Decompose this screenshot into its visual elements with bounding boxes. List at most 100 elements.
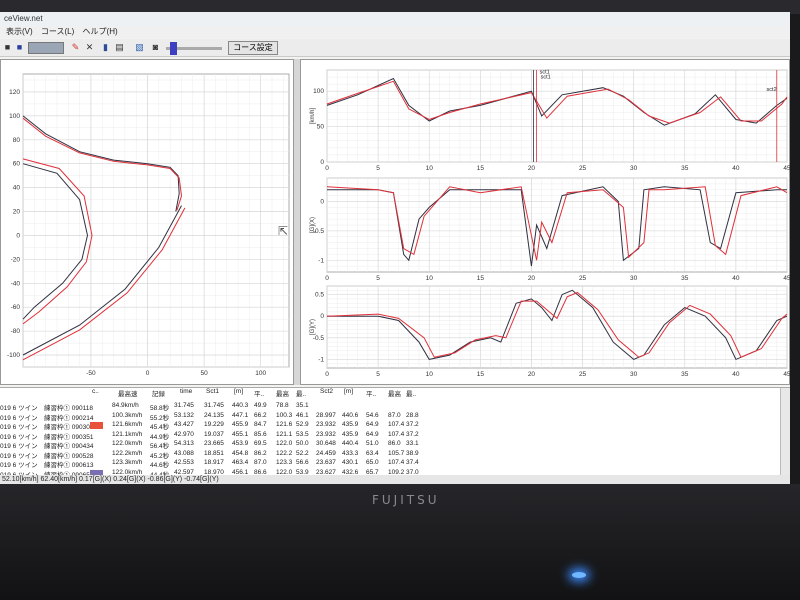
track-map-panel[interactable]: -50 0 50 100 -100 -80 -60 -40 -20 0 20 40 60 80 100 120 <box>0 59 294 385</box>
y-tick-label: -0.5 <box>313 228 325 235</box>
series-line <box>326 291 788 358</box>
table-cell: 456.1 <box>232 468 249 476</box>
table-cell: 45.2秒 <box>150 452 170 460</box>
panel-splitter[interactable] <box>294 59 300 385</box>
table-cell: 54.313 <box>174 440 194 447</box>
table-row[interactable]: 019 6 ツイン 練習枠① 090613 123.3km/h 44.6秒 42.553… <box>0 459 780 469</box>
table-cell: 53.132 <box>174 411 194 419</box>
x-tick-label: 35 <box>681 371 689 378</box>
column-header[interactable]: 最.. <box>406 391 417 398</box>
table-row[interactable]: 019 6 ツイン 練習枠① 090351 121.1km/h 44.9秒 42.970… <box>0 431 780 441</box>
y-tick-label: 120 <box>9 89 20 96</box>
track-map-chart[interactable]: -50 0 50 100 -100 -80 -60 -40 -20 0 20 40 60 80 100 120 <box>1 60 295 386</box>
menu-course[interactable]: ヘルプ(H) <box>82 27 118 36</box>
y-tick-label: -0.5 <box>313 335 325 342</box>
lap-selector[interactable] <box>28 42 64 54</box>
x-tick-label: 0 <box>325 371 329 378</box>
column-header[interactable]: Sct1 <box>206 388 220 395</box>
sector-label: sct2 <box>767 87 777 93</box>
window-title: ceView.net <box>0 12 790 26</box>
export-icon[interactable]: ▤ <box>115 42 124 52</box>
app-window: ceView.net 表示(V) コース(L) ヘルプ(H) ■ ■ ✎ ✕ ▮… <box>0 12 790 484</box>
table-cell: 35.1 <box>296 402 309 409</box>
table-row[interactable]: 019 6 ツイン 練習枠① 090118 84.9km/h 58.8秒 31.745 3… <box>0 402 780 412</box>
column-header[interactable]: 最高 <box>388 391 401 398</box>
column-header[interactable]: c.. <box>92 388 99 395</box>
table-row[interactable]: 019 6 ツイン 練習枠① 090214 100.3km/h 55.2秒 53.132… <box>0 412 780 422</box>
table-cell: 55.2秒 <box>150 414 170 422</box>
column-header[interactable]: 最高 <box>276 391 289 398</box>
table-cell: 51.0 <box>366 440 379 447</box>
column-header[interactable]: Sct2 <box>320 388 334 395</box>
table-cell: 23.932 <box>316 430 336 438</box>
delete-icon[interactable]: ✕ <box>85 42 94 52</box>
toolbar: ■ ■ ✎ ✕ ▮ ▤ ▧ ◙ コース設定 <box>0 39 790 57</box>
lap-color-swatch[interactable] <box>90 469 103 475</box>
playback-slider[interactable] <box>166 47 222 50</box>
x-tick-label: 30 <box>630 371 638 378</box>
menu-view[interactable]: コース(L) <box>40 27 75 36</box>
y-tick-label: 0 <box>320 313 324 320</box>
menu-file[interactable]: 表示(V) <box>6 27 33 36</box>
x-tick-label: 0 <box>325 165 329 172</box>
lap-color-swatch[interactable] <box>90 422 103 429</box>
playback-slider-thumb[interactable] <box>170 42 177 55</box>
camera-icon[interactable]: ◙ <box>152 42 159 52</box>
x-tick-label: 10 <box>426 275 434 282</box>
table-cell: 56.6 <box>296 459 309 466</box>
table-row[interactable]: 019 6 ツイン 練習枠① 090307 121.6km/h 45.4秒 43.427… <box>0 421 780 431</box>
stop-icon[interactable]: ■ <box>4 42 11 52</box>
table-scrollbar[interactable] <box>780 388 790 475</box>
table-cell: 100.3 <box>276 411 293 419</box>
series-line <box>22 207 186 361</box>
table-cell: 練習枠① 090654 <box>44 471 94 476</box>
table-cell: 84.9km/h <box>112 402 139 409</box>
column-header[interactable]: 平.. <box>366 391 377 398</box>
table-cell: 86.6 <box>254 468 267 476</box>
x-tick-label: 100 <box>255 370 266 377</box>
record-icon[interactable]: ■ <box>16 42 23 52</box>
course-settings-button[interactable]: コース設定 <box>228 41 278 55</box>
table-row[interactable]: 019 6 ツイン 練習枠① 090528 122.2km/h 45.2秒 43.088… <box>0 450 780 460</box>
column-header[interactable]: [m] <box>234 388 244 395</box>
table-cell: 31.745 <box>174 402 194 409</box>
table-cell: 65.7 <box>366 468 379 476</box>
series-line <box>326 77 788 126</box>
graph-icon[interactable]: ▧ <box>135 42 144 52</box>
table-cell: 37.2 <box>406 430 419 438</box>
table-cell: 練習枠① 090528 <box>44 452 94 460</box>
column-header[interactable]: time <box>180 388 193 395</box>
x-tick-label: 5 <box>376 371 380 378</box>
table-cell: 18.851 <box>204 449 224 457</box>
table-cell: 121.6 <box>276 421 293 428</box>
table-cell: 121.6km/h <box>112 421 143 428</box>
x-tick-label: 30 <box>630 275 638 282</box>
y-tick-label: 60 <box>13 161 21 168</box>
y-tick-label: 80 <box>13 137 21 144</box>
column-header[interactable]: [m] <box>344 388 354 395</box>
table-cell: 019 6 ツイン <box>0 414 38 422</box>
table-cell: 107.4 <box>388 430 405 438</box>
table-row[interactable]: 019 6 ツイン 練習枠① 090434 122.0km/h 56.4秒 54.313… <box>0 440 780 450</box>
save-icon[interactable]: ▮ <box>103 42 108 52</box>
table-cell: 53.5 <box>296 430 309 438</box>
y-axis-label: [km/h] <box>310 108 316 125</box>
table-row[interactable]: 019 6 ツイン 練習枠① 090654 122.0km/h 44.4秒 42.597… <box>0 468 780 476</box>
x-tick-label: 40 <box>732 165 740 172</box>
column-header[interactable]: 最.. <box>296 391 307 398</box>
sector-label: sct1 <box>540 70 550 76</box>
column-header[interactable]: 記録 <box>152 391 165 398</box>
series-line <box>22 205 182 356</box>
column-header[interactable]: 最高速 <box>118 391 138 398</box>
series-line <box>22 163 89 320</box>
brand-logo: FUJITSU <box>372 493 440 507</box>
table-cell: 31.745 <box>204 402 224 409</box>
monitor-bezel-top <box>0 0 800 14</box>
edit-icon[interactable]: ✎ <box>71 42 80 52</box>
x-tick-label: 20 <box>528 165 536 172</box>
telemetry-graphs-panel[interactable]: 0 5 10 15 20 25 30 35 40 45 0 50 100 [km/h] 0 5 10 15 20 25… <box>300 59 790 385</box>
table-cell: 33.1 <box>406 440 419 447</box>
x-tick-label: 45 <box>783 165 790 172</box>
column-header[interactable]: 平.. <box>254 391 265 398</box>
